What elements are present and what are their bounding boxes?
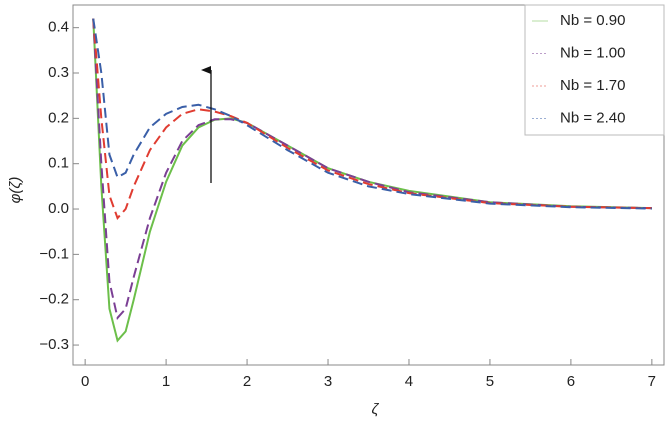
x-tick-label: 2 <box>243 373 251 390</box>
plot-frame <box>72 4 665 366</box>
legend-box <box>524 4 665 136</box>
x-tick-label: 7 <box>648 373 656 390</box>
x-tick-label: 6 <box>567 373 575 390</box>
x-tick-label: 0 <box>81 373 89 390</box>
y-tick-label: 0.1 <box>48 155 69 172</box>
y-tick-label: −0.1 <box>39 245 69 262</box>
legend-label: Nb = 1.70 <box>560 77 625 94</box>
x-tick-label: 5 <box>486 373 494 390</box>
legend-label: Nb = 2.40 <box>560 109 625 126</box>
y-tick-label: −0.3 <box>39 336 69 353</box>
y-tick-label: 0.3 <box>48 64 69 81</box>
y-axis-label: φ(ζ) <box>7 177 24 204</box>
x-tick-label: 1 <box>162 373 170 390</box>
series-line <box>92 18 652 320</box>
x-tick-label: 3 <box>324 373 332 390</box>
series-line <box>92 18 652 210</box>
y-tick-label: −0.2 <box>39 291 69 308</box>
series-layer <box>92 18 652 343</box>
legend-label: Nb = 1.00 <box>560 44 625 61</box>
y-tick-label: 0.4 <box>48 19 69 36</box>
series-line <box>92 18 652 343</box>
y-tick-label: 0.0 <box>48 200 69 217</box>
series-line <box>92 18 652 221</box>
x-tick-label: 4 <box>405 373 413 390</box>
legend-label: Nb = 0.90 <box>560 12 625 29</box>
x-axis-label: ζ <box>372 401 380 418</box>
y-tick-label: 0.2 <box>48 109 69 126</box>
